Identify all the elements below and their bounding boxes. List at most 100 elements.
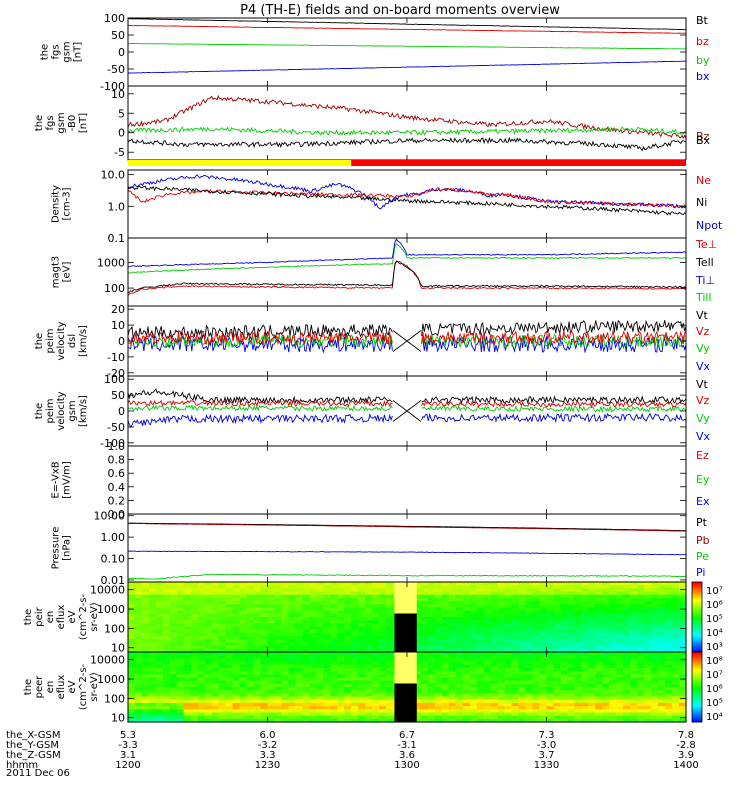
legend-Tell: Tell (695, 256, 714, 269)
xaxis-value: 7.3 (539, 730, 555, 741)
xaxis-value: -3.2 (258, 740, 278, 751)
ylabel-3: magt3 [eV] (51, 256, 73, 289)
series-line-Vx (127, 412, 687, 429)
ytick-label: 0.8 (108, 454, 126, 467)
xaxis-value: 3.1 (120, 750, 136, 761)
ytick-label: 10 (111, 319, 125, 332)
ytick-label: 50 (111, 389, 125, 402)
colorbar-tick-label: 10⁵ (706, 698, 723, 709)
legend-by: by (696, 54, 710, 67)
legend-bx: bx (696, 70, 710, 83)
ytick-label: 0 (118, 46, 125, 59)
ylabel-line: [km/s] (78, 325, 89, 357)
xaxis-value: -3.3 (118, 740, 138, 751)
colorbar-tick-label: 10³ (706, 642, 723, 653)
x-axis-labels: the_X-GSM 5.3 6.0 6.7 7.3 7.8 the_Y-GSM -3.3 -3.… (6, 730, 699, 771)
panel-6: 1.00.80.60.40.20.0 E=-VxB [mV/m] Ez Ey Ex (51, 440, 710, 521)
panel-7: 10.00 1.00 0.10 0.01 Pressure [nPa] Pt Pb Pe Pi (51, 510, 710, 587)
ylabel-9: the peer en eflux eV (cm^2-s-sr-eV) (23, 663, 100, 710)
colorbar-9: 10⁸ 10⁷ 10⁶ 10⁵ 10⁴ (691, 651, 723, 723)
ytick-label: 1000 (97, 256, 125, 269)
ylabel-line: eflux (56, 605, 67, 630)
ylabel-line: peim (45, 328, 56, 353)
ylabel-2: Density [cm-3] (51, 185, 73, 223)
colorbar-tick-label: 10⁴ (706, 712, 723, 723)
ylabel-line: eflux (56, 675, 67, 700)
ylabel-line: peim (45, 398, 56, 423)
ytick-label: 0.2 (108, 494, 126, 507)
xaxis-value: -3.0 (537, 740, 557, 751)
series-line-Bx (127, 136, 687, 152)
gap-connector (392, 330, 422, 352)
xaxis-value: 3.7 (539, 750, 555, 761)
series-line-Ti⊥ (127, 238, 687, 268)
ytick-label: -100 (100, 437, 125, 450)
ylabel-7: Pressure [nPa] (51, 527, 73, 570)
legend-Pb: Pb (696, 534, 710, 547)
ylabel-line: [km/s] (78, 395, 89, 427)
ytick-label: 10000 (90, 654, 125, 667)
ylabel-line: dsl (67, 334, 78, 348)
legend-Vx: Vx (696, 430, 711, 443)
ytick-label: 0.01 (101, 574, 126, 587)
panel-8: 10⁷ 10⁶ 10⁵ 10⁴ 10³ 10000 1000 100 10 the peir en ef… (23, 581, 723, 655)
ylabel-1: the fgs gsm -B0 [nT] (34, 112, 89, 133)
legend-Bt: Bt (696, 14, 709, 27)
ytick-label: 20 (111, 303, 125, 316)
legend-Ni: Ni (696, 196, 707, 209)
ytick-label: 0.0 (108, 508, 126, 521)
ylabel-line: (cm^2-s- (78, 663, 89, 710)
colorbar-tick-label: 10⁵ (706, 614, 723, 625)
ytick-label: 100 (104, 12, 125, 25)
panel-5: 100 50 0 -50 -100 the peim velocity gsm [km/s] Vt V… (34, 373, 711, 450)
ylabel-6: E=-VxB [mV/m] (51, 461, 73, 499)
ylabel-line: the (34, 333, 45, 349)
ylabel-0: the fgs gsm [nT] (40, 41, 84, 62)
series-line-Ni (127, 185, 687, 216)
ytick-label: 0.1 (108, 232, 126, 245)
ylabel-line: velocity (56, 321, 67, 360)
ylabel-line: [nT] (73, 42, 84, 62)
ylabel-line: en (45, 611, 56, 624)
spectrogram-9 (128, 652, 687, 723)
xaxis-value: 1230 (255, 760, 280, 771)
ytick-label: 10 (111, 88, 125, 101)
ytick-label: 1.0 (108, 200, 126, 213)
ylabel-line: gsm (67, 400, 78, 421)
ylabel-line: en (45, 681, 56, 694)
ylabel-line: gsm (62, 41, 73, 62)
ylabel-line: sr-eV) (89, 602, 100, 631)
series-line-Bz (127, 94, 687, 139)
panel-0: 100 50 0 -50 -100 the fgs gsm [nT] Bt bz by bx (40, 12, 710, 93)
xaxis-value: 3.9 (678, 750, 694, 761)
xaxis-value: 6.7 (399, 730, 415, 741)
series-line-Npot (127, 174, 687, 210)
colorbar-tick-label: 10⁶ (706, 684, 723, 695)
data-gap-edge (394, 582, 417, 614)
ytick-label: 100 (104, 373, 125, 386)
legend-Bz: Bz (696, 130, 710, 143)
xaxis-row-label: hhmm (6, 760, 38, 771)
colorbar-tick-label: 10⁶ (706, 600, 723, 611)
legend-Pt: Pt (696, 516, 708, 529)
ylabel-line: the (23, 609, 34, 625)
panel-9: 10⁸ 10⁷ 10⁶ 10⁵ 10⁴ 10000 1000 100 10 the peer en ef… (23, 651, 723, 725)
legend-Vz: Vz (696, 325, 710, 338)
xaxis-value: -2.8 (676, 740, 696, 751)
ytick-label: -20 (107, 367, 125, 380)
spectrogram-8 (128, 582, 687, 653)
xaxis-row-label: the_X-GSM (6, 730, 60, 741)
ylabel-line: [nT] (78, 113, 89, 133)
colorbar-tick-label: 10⁴ (706, 628, 723, 639)
ylabel-line: gsm (56, 112, 67, 133)
xaxis-value: 6.0 (260, 730, 276, 741)
ytick-label: 1.0 (108, 440, 126, 453)
xaxis-value: 7.8 (678, 730, 694, 741)
ytick-label: 10.00 (94, 510, 126, 523)
legend-Ne: Ne (696, 174, 711, 187)
legend-Npot: Npot (696, 219, 723, 232)
xaxis-value: -3.1 (397, 740, 417, 751)
ytick-label: 100 (104, 622, 125, 635)
series-line-Vz (127, 399, 687, 409)
